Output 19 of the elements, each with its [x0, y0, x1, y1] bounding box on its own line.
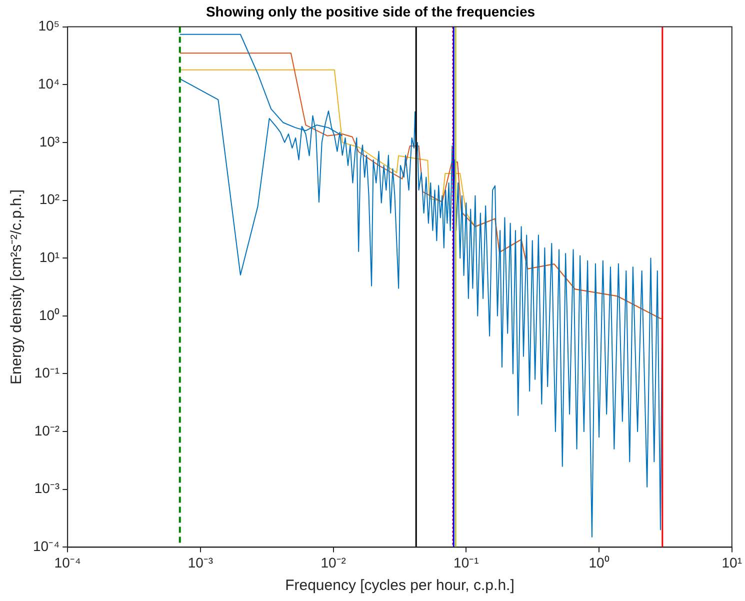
- x-axis-title: Frequency [cycles per hour, c.p.h.]: [285, 577, 514, 594]
- x-tick-label: 10⁻³: [188, 554, 214, 570]
- y-tick-label: 10⁰: [39, 306, 60, 323]
- y-tick-label: 10³: [39, 133, 60, 150]
- y-tick-label: 10⁵: [38, 18, 60, 34]
- y-tick-label: 10⁻⁴: [32, 538, 60, 554]
- chart-title: Showing only the positive side of the frequencies: [206, 3, 536, 20]
- y-tick-label: 10⁻¹: [34, 364, 60, 381]
- y-axis-title: Energy density [cm²s⁻²/c.p.h.]: [8, 189, 26, 385]
- y-tick-label: 10⁻²: [34, 422, 60, 438]
- x-tick-label: 10⁻¹: [454, 554, 480, 570]
- x-tick-label: 10¹: [722, 554, 742, 570]
- x-tick-label: 10⁰: [588, 554, 610, 570]
- y-tick-label: 10¹: [39, 248, 60, 265]
- y-tick-label: 10⁴: [38, 75, 60, 92]
- x-tick-label: 10⁻⁴: [54, 554, 81, 570]
- y-tick-label: 10⁻³: [34, 480, 60, 496]
- x-tick-label: 10⁻²: [320, 554, 346, 570]
- y-tick-label: 10²: [39, 191, 60, 208]
